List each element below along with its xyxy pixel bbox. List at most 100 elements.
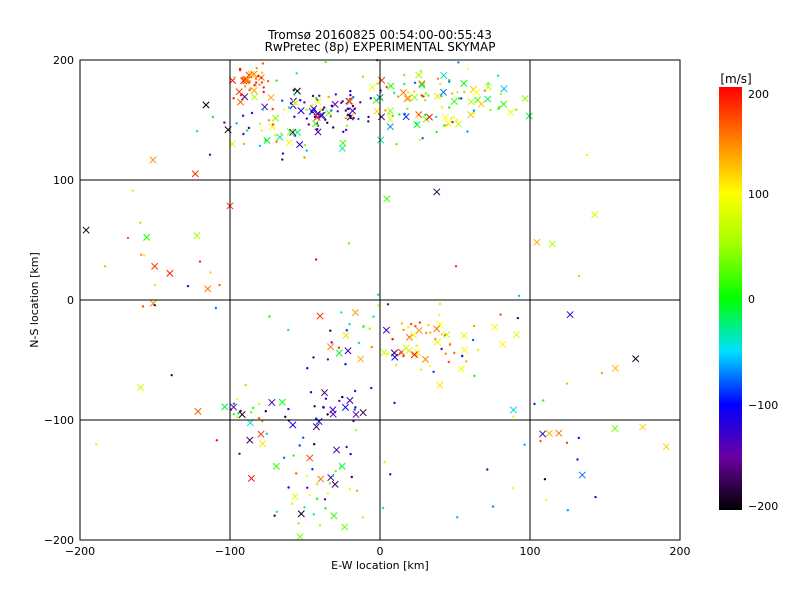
scatter-point-dot xyxy=(438,302,442,306)
scatter-point-dot xyxy=(324,507,327,510)
scatter-point-dot xyxy=(287,486,290,489)
scatter-point-dot xyxy=(351,113,355,116)
scatter-point-dot xyxy=(244,383,247,387)
scatter-point-dot xyxy=(594,495,597,499)
scatter-point-cross xyxy=(136,384,145,392)
scatter-point-dot xyxy=(576,458,579,461)
plot-frame xyxy=(79,59,681,541)
scatter-point-cross xyxy=(247,474,255,482)
scatter-point-cross xyxy=(243,75,251,83)
scatter-point-cross xyxy=(241,93,249,101)
scatter-point-dot xyxy=(348,97,352,101)
scatter-point-cross xyxy=(425,113,433,121)
scatter-point-dot xyxy=(402,328,405,332)
scatter-point-dot xyxy=(242,132,245,136)
scatter-point-dot xyxy=(415,122,418,125)
scatter-point-cross xyxy=(268,398,276,407)
scatter-point-cross xyxy=(268,123,276,131)
scatter-point-dot xyxy=(344,115,348,119)
scatter-point-cross xyxy=(263,136,271,145)
scatter-point-dot xyxy=(186,284,190,288)
scatter-point-dot xyxy=(299,99,302,102)
scatter-point-dot xyxy=(273,514,276,517)
scatter-point-dot xyxy=(350,475,353,479)
scatter-point-cross xyxy=(507,108,515,116)
scatter-point-dot xyxy=(357,117,360,121)
scatter-point-dot xyxy=(427,323,430,327)
scatter-point-dot xyxy=(348,323,351,326)
scatter-point-cross xyxy=(339,139,347,147)
scatter-point-dot xyxy=(271,107,274,111)
scatter-point-dot xyxy=(497,107,500,110)
scatter-point-cross xyxy=(591,211,599,219)
scatter-point-dot xyxy=(327,95,330,99)
scatter-point-cross xyxy=(293,87,301,95)
scatter-point-dot xyxy=(260,129,263,132)
scatter-point-cross xyxy=(548,240,556,248)
scatter-point-dot xyxy=(315,96,318,100)
scatter-point-dot xyxy=(448,80,451,83)
scatter-point-cross xyxy=(351,309,359,317)
scatter-point-dot xyxy=(347,107,350,111)
scatter-point-cross xyxy=(383,195,391,203)
y-tick-label: −100 xyxy=(44,414,74,427)
scatter-point-cross xyxy=(166,269,174,277)
scatter-point-dot xyxy=(323,106,326,109)
scatter-point-dot xyxy=(275,79,278,82)
scatter-point-cross xyxy=(293,128,301,136)
scatter-point-dot xyxy=(449,117,453,120)
scatter-point-dot xyxy=(307,123,310,126)
scatter-point-cross xyxy=(512,331,521,339)
scatter-point-dot xyxy=(353,389,357,393)
scatter-point-dot xyxy=(314,258,318,261)
chart-subtitle: RwPretec (8p) EXPERIMENTAL SKYMAP xyxy=(265,40,496,54)
scatter-point-cross xyxy=(346,97,354,106)
scatter-point-dot xyxy=(533,402,536,406)
scatter-point-dot xyxy=(292,454,295,457)
scatter-point-dot xyxy=(362,325,365,328)
scatter-point-dot xyxy=(336,110,339,113)
scatter-point-dot xyxy=(483,89,486,93)
scatter-point-dot xyxy=(293,93,296,96)
scatter-point-dot xyxy=(334,469,337,473)
scatter-point-dot xyxy=(235,122,238,125)
scatter-point-dot xyxy=(253,83,256,87)
scatter-point-dot xyxy=(330,341,333,344)
scatter-point-dot xyxy=(279,132,283,135)
scatter-point-dot xyxy=(354,429,358,432)
scatter-point-dot xyxy=(218,283,221,287)
scatter-point-dot xyxy=(170,374,173,377)
scatter-point-dot xyxy=(329,329,332,332)
scatter-point-dot xyxy=(460,97,463,100)
scatter-point-cross xyxy=(246,436,254,444)
scatter-point-cross xyxy=(238,410,246,419)
scatter-point-dot xyxy=(337,346,341,349)
scatter-point-cross xyxy=(450,97,458,105)
x-tick-label: 0 xyxy=(377,545,384,558)
scatter-point-dot xyxy=(95,443,98,446)
scatter-point-dot xyxy=(585,153,589,157)
scatter-point-dot xyxy=(352,95,355,99)
scatter-point-dot xyxy=(283,108,286,111)
scatter-point-dot xyxy=(577,436,580,440)
scatter-point-dot xyxy=(298,444,301,447)
scatter-point-dot xyxy=(265,432,268,435)
scatter-point-cross xyxy=(272,462,280,470)
scatter-point-dot xyxy=(258,83,261,87)
scatter-point-dot xyxy=(352,116,355,120)
scatter-point-dot xyxy=(356,489,359,492)
scatter-point-cross xyxy=(433,188,441,196)
scatter-point-cross xyxy=(460,346,468,354)
scatter-point-dot xyxy=(349,93,352,97)
colorbar-tick-label: 0 xyxy=(748,293,755,306)
scatter-point-dot xyxy=(241,76,244,79)
scatter-point-dot xyxy=(424,113,427,117)
scatter-point-dot xyxy=(250,111,254,115)
scatter-point-dot xyxy=(297,522,300,525)
scatter-point-dot xyxy=(372,315,375,318)
scatter-point-dot xyxy=(264,410,267,413)
scatter-point-dot xyxy=(419,368,423,371)
scatter-point-cross xyxy=(292,99,300,107)
scatter-point-dot xyxy=(324,118,327,121)
scatter-point-dot xyxy=(198,260,202,263)
